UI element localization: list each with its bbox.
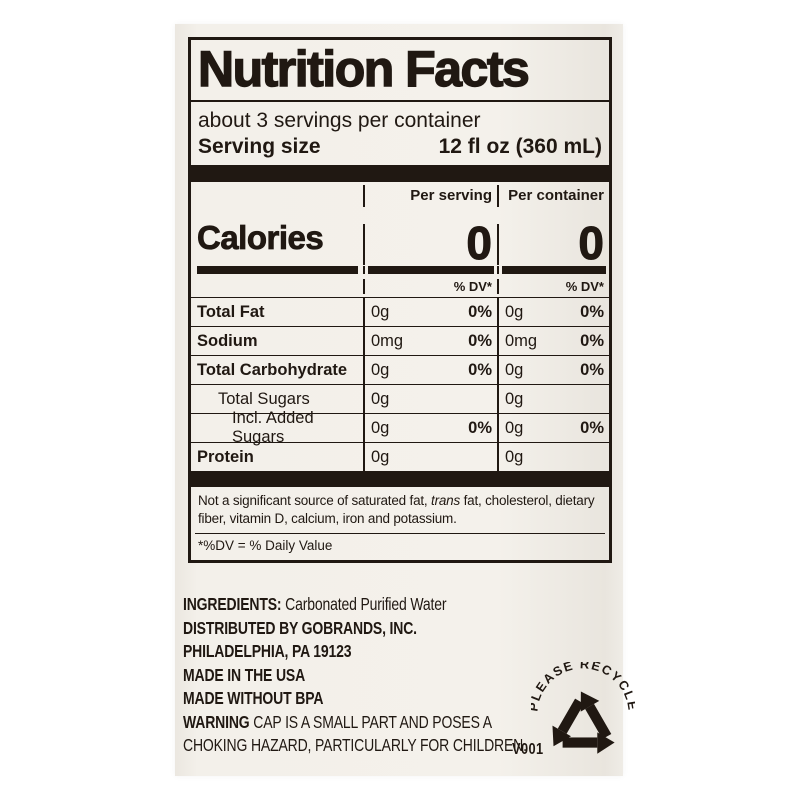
serving-size-value: 12 fl oz (360 mL) bbox=[438, 135, 602, 159]
calories-underline-right bbox=[497, 266, 609, 275]
calories-row: Calories 0 0 bbox=[191, 207, 609, 267]
per-serving-cell: 0g 0% bbox=[363, 297, 497, 327]
warning-label: WARNING bbox=[183, 711, 250, 732]
per-serving-cell: 0mg 0% bbox=[363, 326, 497, 356]
recycle-emblem: PLEASE RECYCLE bbox=[531, 662, 635, 754]
bpa-line: MADE WITHOUT BPA bbox=[183, 688, 324, 708]
footnote-text: Not a significant source of saturated fa… bbox=[198, 493, 432, 509]
per-serving-header: Per serving bbox=[363, 184, 497, 208]
city-line: PHILADELPHIA, PA 19123 bbox=[183, 641, 352, 661]
bottle-label: Nutrition Facts about 3 servings per con… bbox=[175, 24, 635, 776]
nutrient-name: Total Fat bbox=[191, 297, 363, 326]
ingredients-value: Carbonated Purified Water bbox=[281, 594, 447, 614]
per-container-cell: 0g 0% bbox=[497, 413, 609, 443]
recycle-icon bbox=[543, 685, 617, 754]
per-container-header: Per container bbox=[497, 184, 609, 208]
serving-size-label: Serving size bbox=[198, 135, 321, 159]
nutrient-row-total-carbohydrate: Total Carbohydrate 0g 0% 0g 0% bbox=[191, 355, 609, 385]
nutrient-row-total-sugars: Total Sugars 0g 0g bbox=[191, 384, 609, 414]
dv-percent: 0% bbox=[580, 302, 604, 321]
servings-per-container: about 3 servings per container bbox=[198, 109, 481, 132]
nutrient-name: Total Carbohydrate bbox=[191, 355, 363, 384]
per-serving-cell: 0g 0% bbox=[363, 355, 497, 385]
nutrient-name: Protein bbox=[191, 442, 363, 471]
amount: 0g bbox=[371, 360, 390, 379]
nutrient-name: Total Sugars bbox=[191, 384, 363, 413]
warning-line-1: WARNING CAP IS A SMALL PART AND POSES A bbox=[183, 711, 527, 735]
dv-percent: 0% bbox=[468, 302, 492, 321]
amount: 0g bbox=[371, 302, 390, 321]
per-container-cell: 0g 0% bbox=[497, 297, 609, 327]
dv-header-serving: % DV* bbox=[363, 278, 497, 294]
calories-per-container: 0 bbox=[497, 219, 609, 267]
calories-underline-row bbox=[191, 265, 609, 275]
nutrition-facts-title: Nutrition Facts bbox=[191, 40, 609, 102]
nutrient-row-protein: Protein 0g 0g bbox=[191, 442, 609, 472]
serving-size-row: Serving size 12 fl oz (360 mL) bbox=[191, 133, 609, 165]
dv-percent: 0% bbox=[580, 360, 604, 379]
calories-underline-left bbox=[191, 266, 363, 275]
dv-percent: 0% bbox=[580, 418, 604, 437]
version-code: V001 bbox=[512, 741, 544, 758]
ingredients-label: INGREDIENTS: bbox=[183, 594, 282, 614]
per-serving-cell: 0g 0% bbox=[363, 413, 497, 443]
amount: 0g bbox=[371, 418, 390, 437]
daily-value-header-row: % DV* % DV* bbox=[191, 275, 609, 297]
nutrient-row-added-sugars: Incl. Added Sugars 0g 0% 0g 0% bbox=[191, 409, 609, 446]
divider-bar-top bbox=[191, 165, 609, 183]
footnote-text-cont: fat, cholesterol, dietary fiber, vitamin… bbox=[198, 493, 595, 526]
dv-percent: 0% bbox=[468, 418, 492, 437]
nutrient-name: Incl. Added Sugars bbox=[191, 409, 363, 446]
column-header-row: Per serving Per container bbox=[191, 182, 609, 208]
amount: 0g bbox=[505, 447, 524, 466]
dv-percent: 0% bbox=[468, 360, 492, 379]
dv-percent: 0% bbox=[580, 331, 604, 350]
per-serving-cell: 0g bbox=[363, 442, 497, 472]
amount: 0mg bbox=[505, 331, 538, 350]
dv-percent: 0% bbox=[468, 331, 492, 350]
ingredients-line: INGREDIENTS: Carbonated Purified Water bbox=[183, 593, 527, 617]
amount: 0mg bbox=[371, 331, 404, 350]
per-container-cell: 0mg 0% bbox=[497, 326, 609, 356]
distributor-line: DISTRIBUTED BY GOBRANDS, INC. bbox=[183, 617, 417, 638]
amount: 0g bbox=[505, 418, 524, 437]
amount: 0g bbox=[371, 447, 390, 466]
per-container-cell: 0g bbox=[497, 442, 609, 472]
made-in-line: MADE IN THE USA bbox=[183, 664, 306, 685]
divider-bar-bottom bbox=[191, 471, 609, 488]
footnote-hairline bbox=[195, 532, 605, 534]
per-serving-cell: 0g bbox=[363, 384, 497, 414]
amount: 0g bbox=[371, 389, 390, 408]
warning-text-1: CAP IS A SMALL PART AND POSES A bbox=[249, 711, 492, 732]
nutrient-row-total-fat: Total Fat 0g 0% 0g 0% bbox=[191, 297, 609, 327]
per-container-cell: 0g 0% bbox=[497, 355, 609, 385]
daily-value-note: *%DV = % Daily Value bbox=[198, 537, 333, 553]
warning-line-2: CHOKING HAZARD, PARTICULARLY FOR CHILDRE… bbox=[183, 735, 527, 755]
calories-label: Calories bbox=[197, 219, 325, 257]
nutrient-table: Per serving Per container Calories 0 0 %… bbox=[191, 182, 609, 472]
amount: 0g bbox=[505, 389, 524, 408]
amount: 0g bbox=[505, 302, 524, 321]
nutrition-facts-panel: Nutrition Facts about 3 servings per con… bbox=[188, 37, 612, 563]
nutrient-name: Sodium bbox=[191, 326, 363, 355]
product-info-block: INGREDIENTS: Carbonated Purified Water D… bbox=[183, 593, 527, 758]
not-significant-footnote: Not a significant source of saturated fa… bbox=[191, 487, 609, 533]
per-container-cell: 0g bbox=[497, 384, 609, 414]
amount: 0g bbox=[505, 360, 524, 379]
nutrient-row-sodium: Sodium 0mg 0% 0mg 0% bbox=[191, 326, 609, 356]
calories-underline-mid bbox=[363, 266, 497, 275]
calories-per-serving: 0 bbox=[363, 219, 497, 267]
footnote-trans-italic: trans bbox=[431, 493, 461, 509]
dv-header-container: % DV* bbox=[497, 278, 609, 294]
